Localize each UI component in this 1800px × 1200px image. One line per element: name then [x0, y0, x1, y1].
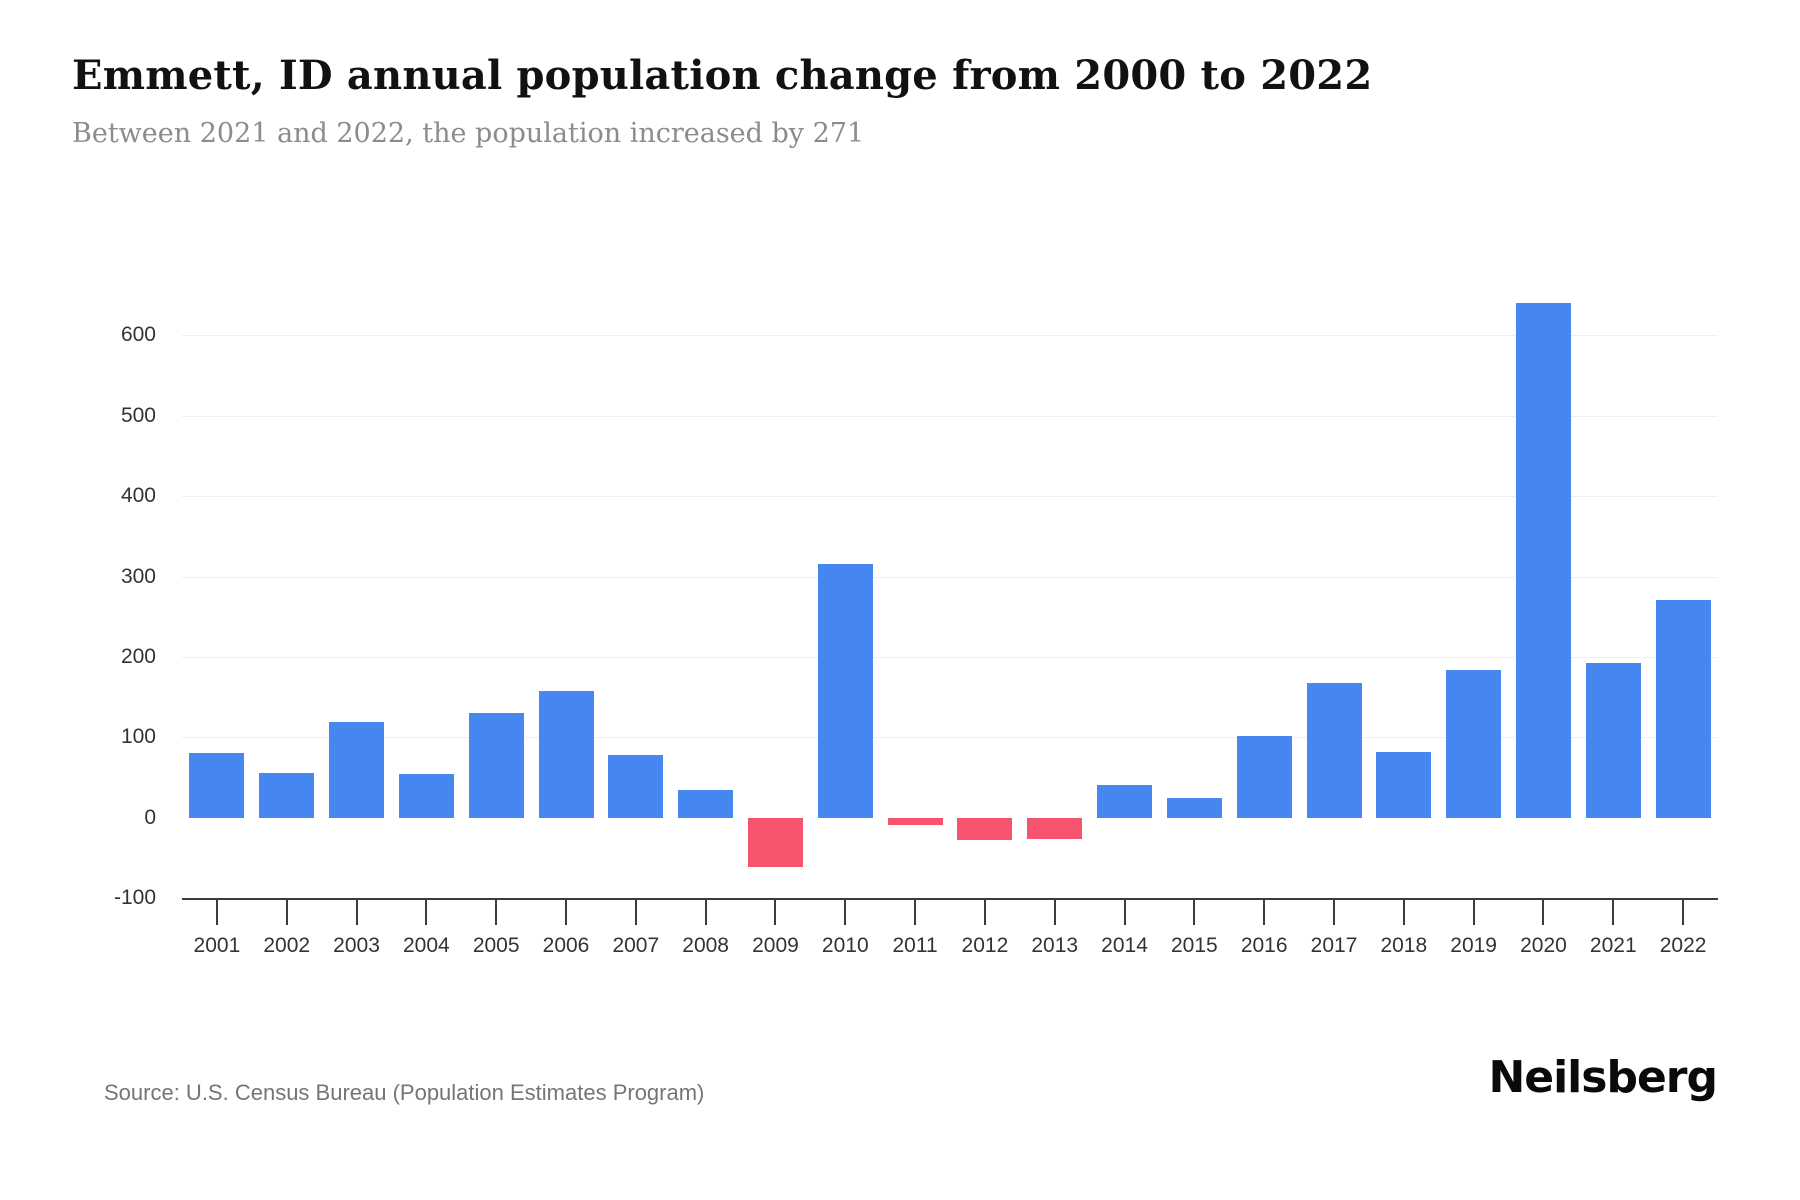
x-axis-label-2014: 2014 [1101, 934, 1148, 957]
bar-2015[interactable] [1166, 798, 1222, 818]
x-axis-tick-2002 [285, 898, 288, 925]
bar-2009[interactable] [747, 817, 803, 868]
bar-2006[interactable] [538, 690, 594, 818]
bar-2020[interactable] [1515, 303, 1571, 818]
y-axis-label-400: 400 [120, 484, 156, 508]
x-axis-tick-2004 [425, 898, 428, 925]
x-axis-tick-2011 [914, 898, 917, 925]
source-note: Source: U.S. Census Bureau (Population E… [104, 1080, 705, 1105]
y-axis-label-500: 500 [120, 403, 156, 427]
bar-2005[interactable] [468, 713, 524, 818]
x-axis-tick-2014 [1123, 898, 1126, 925]
bar-2008[interactable] [678, 790, 734, 818]
x-axis-label-2020: 2020 [1520, 934, 1567, 957]
bar-2010[interactable] [817, 564, 873, 818]
bar-2001[interactable] [189, 753, 245, 818]
neilsberg-logo: Neilsberg [1488, 1052, 1718, 1103]
x-axis-tick-2005 [495, 898, 498, 925]
x-axis-tick-2021 [1612, 898, 1615, 925]
bar-2022[interactable] [1655, 599, 1711, 818]
x-axis-label-2011: 2011 [892, 934, 938, 957]
x-axis-label-2013: 2013 [1031, 934, 1079, 957]
page-subtitle: Between 2021 and 2022, the population in… [72, 118, 865, 149]
y-axis-label-300: 300 [120, 564, 156, 588]
gridline-600 [182, 335, 1718, 337]
bar-2012[interactable] [957, 817, 1013, 841]
bar-2014[interactable] [1097, 785, 1153, 818]
bar-2002[interactable] [259, 772, 315, 818]
x-axis-label-2001: 2001 [193, 934, 241, 957]
bar-2021[interactable] [1585, 663, 1641, 818]
x-axis-label-2007: 2007 [612, 934, 660, 957]
bar-2016[interactable] [1236, 736, 1292, 818]
x-axis-label-2019: 2019 [1450, 934, 1497, 957]
x-axis-label-2005: 2005 [472, 934, 520, 957]
x-axis-tick-2022 [1682, 898, 1685, 925]
x-axis-label-2017: 2017 [1310, 934, 1358, 957]
bar-2003[interactable] [329, 721, 385, 818]
y-axis-label-600: 600 [120, 323, 156, 347]
x-axis-tick-2018 [1402, 898, 1405, 925]
x-axis-tick-2007 [634, 898, 637, 925]
gridline-300 [182, 576, 1718, 578]
x-axis-label-2003: 2003 [333, 934, 380, 957]
bar-2019[interactable] [1446, 669, 1502, 818]
x-axis-label-2012: 2012 [961, 934, 1009, 957]
y-axis-label--100: -100 [113, 886, 156, 909]
x-axis-tick-2010 [844, 898, 847, 925]
bar-2013[interactable] [1027, 817, 1083, 839]
x-axis-label-2021: 2021 [1589, 934, 1637, 957]
page-title: Emmett, ID annual population change from… [72, 52, 1373, 99]
gridline-400 [182, 496, 1718, 498]
bar-2018[interactable] [1376, 751, 1432, 818]
x-axis-tick-2006 [565, 898, 567, 925]
y-axis-label-200: 200 [120, 644, 156, 668]
gridline-100 [182, 737, 1718, 739]
plot-area: 600 500 400 300 200 100 0 -100 2001 2002 2003 2004 2… [114, 255, 1718, 957]
gridline-200 [182, 656, 1718, 658]
x-axis-label-2008: 2008 [682, 934, 729, 957]
x-axis-tick-2019 [1472, 898, 1475, 925]
x-axis-label-2002: 2002 [263, 934, 311, 957]
x-axis-tick-2003 [355, 898, 358, 925]
x-axis-tick-2009 [774, 898, 777, 925]
x-axis-tick-2013 [1053, 898, 1056, 925]
x-axis-line [182, 898, 1718, 900]
bar-2011[interactable] [887, 817, 943, 825]
x-axis-label-2010: 2010 [821, 934, 869, 957]
x-axis-label-2022: 2022 [1659, 934, 1707, 957]
bar-2004[interactable] [398, 774, 454, 818]
x-axis-tick-2015 [1193, 898, 1196, 925]
x-axis-label-2009: 2009 [752, 934, 799, 957]
gridline-500 [182, 415, 1718, 417]
x-axis-label-2016: 2016 [1240, 934, 1288, 957]
bar-chart: 600 500 400 300 200 100 0 -100 2001 2002 2003 2004 2… [114, 255, 1718, 957]
x-axis-tick-2001 [215, 898, 218, 925]
x-axis-tick-2012 [983, 898, 986, 925]
x-axis-label-2015: 2015 [1171, 934, 1218, 957]
y-axis-label-100: 100 [120, 725, 156, 749]
x-axis-label-2004: 2004 [403, 934, 450, 957]
y-axis-label-0: 0 [144, 805, 156, 829]
bar-2007[interactable] [608, 754, 664, 818]
x-axis-tick-2016 [1263, 898, 1266, 925]
x-axis-label-2006: 2006 [542, 934, 590, 957]
bar-2017[interactable] [1306, 682, 1362, 818]
x-axis-tick-2008 [704, 898, 707, 925]
x-axis-tick-2020 [1542, 898, 1545, 925]
x-axis-label-2018: 2018 [1380, 934, 1428, 957]
x-axis-tick-2017 [1333, 898, 1335, 925]
